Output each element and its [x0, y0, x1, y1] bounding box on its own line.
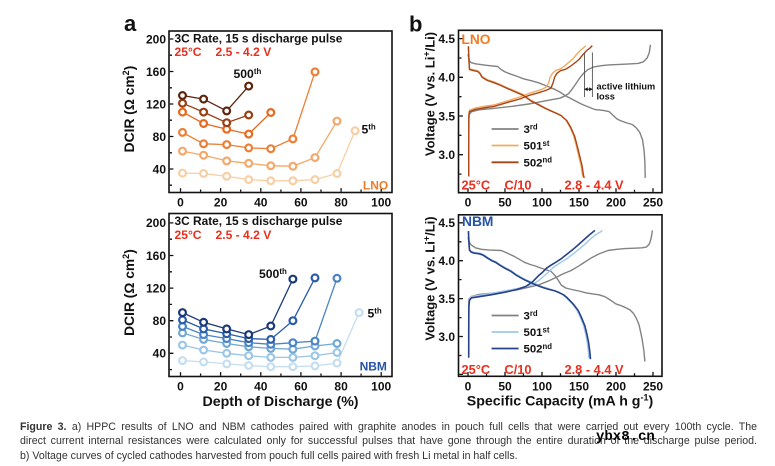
svg-text:100: 100	[532, 196, 552, 210]
svg-text:120: 120	[146, 97, 166, 111]
svg-text:5th: 5th	[362, 123, 376, 137]
svg-text:40: 40	[254, 380, 268, 394]
svg-text:25°C: 25°C	[175, 45, 202, 59]
svg-text:C/10: C/10	[505, 178, 532, 193]
svg-text:500th: 500th	[259, 267, 287, 281]
svg-text:3rd: 3rd	[524, 309, 538, 323]
svg-text:25°C: 25°C	[175, 228, 202, 242]
svg-text:200: 200	[606, 196, 626, 210]
svg-text:LNO: LNO	[363, 178, 388, 192]
svg-text:200: 200	[606, 380, 626, 394]
svg-text:160: 160	[146, 249, 166, 263]
svg-text:4.0: 4.0	[438, 71, 455, 85]
svg-text:501st: 501st	[524, 139, 550, 153]
svg-text:2.8 - 4.4 V: 2.8 - 4.4 V	[565, 362, 625, 377]
svg-text:80: 80	[334, 196, 348, 210]
svg-text:3.5: 3.5	[438, 109, 455, 123]
svg-text:150: 150	[569, 380, 589, 394]
svg-text:200: 200	[146, 32, 166, 46]
svg-text:120: 120	[146, 281, 166, 295]
svg-text:LNO: LNO	[461, 32, 490, 47]
svg-text:501st: 501st	[524, 325, 550, 339]
svg-text:3.0: 3.0	[438, 330, 455, 344]
svg-text:200: 200	[146, 216, 166, 230]
svg-text:25°C: 25°C	[462, 362, 491, 377]
svg-text:80: 80	[153, 130, 167, 144]
svg-text:DCIR (Ω cm2): DCIR (Ω cm2)	[121, 249, 137, 336]
svg-text:Voltage (V vs. Li+/Li): Voltage (V vs. Li+/Li)	[422, 216, 438, 340]
svg-text:C/10: C/10	[505, 362, 532, 377]
svg-text:3.0: 3.0	[438, 148, 455, 162]
svg-text:3rd: 3rd	[524, 122, 538, 136]
svg-text:40: 40	[254, 196, 268, 210]
svg-text:80: 80	[334, 380, 348, 394]
svg-text:50: 50	[498, 380, 512, 394]
svg-text:4.0: 4.0	[438, 254, 455, 268]
svg-text:80: 80	[153, 314, 167, 328]
svg-text:Specific Capacity (mA h g-1): Specific Capacity (mA h g-1)	[467, 393, 654, 410]
svg-text:0: 0	[465, 196, 472, 210]
svg-text:0: 0	[177, 196, 184, 210]
svg-text:5th: 5th	[368, 307, 382, 321]
svg-text:20: 20	[214, 380, 228, 394]
svg-text:500th: 500th	[234, 67, 262, 81]
svg-text:0: 0	[465, 380, 472, 394]
svg-text:150: 150	[569, 196, 589, 210]
svg-text:60: 60	[294, 380, 308, 394]
svg-text:NBM: NBM	[360, 359, 387, 373]
svg-text:4.5: 4.5	[438, 216, 455, 230]
svg-text:DCIR (Ω cm2): DCIR (Ω cm2)	[121, 66, 137, 153]
svg-text:100: 100	[371, 196, 391, 210]
svg-text:50: 50	[498, 196, 512, 210]
svg-text:40: 40	[153, 347, 167, 361]
svg-text:250: 250	[643, 380, 663, 394]
svg-text:Depth of Discharge (%): Depth of Discharge (%)	[202, 394, 358, 410]
svg-text:2.5 - 4.2 V: 2.5 - 4.2 V	[216, 228, 272, 242]
svg-text:100: 100	[532, 380, 552, 394]
svg-text:Voltage (V vs. Li+/Li): Voltage (V vs. Li+/Li)	[422, 32, 438, 156]
svg-text:b: b	[409, 12, 422, 37]
svg-text:2.8 - 4.4 V: 2.8 - 4.4 V	[565, 178, 625, 193]
svg-text:0: 0	[177, 380, 184, 394]
svg-text:20: 20	[214, 196, 228, 210]
svg-text:100: 100	[371, 380, 391, 394]
svg-text:3C Rate, 15 s discharge pulse: 3C Rate, 15 s discharge pulse	[175, 31, 343, 45]
svg-text:3C Rate, 15 s discharge pulse: 3C Rate, 15 s discharge pulse	[175, 214, 343, 228]
svg-text:25°C: 25°C	[462, 178, 491, 193]
svg-text:loss: loss	[597, 92, 615, 102]
svg-text:40: 40	[153, 162, 167, 176]
svg-text:502nd: 502nd	[524, 156, 553, 170]
svg-text:a: a	[124, 11, 137, 36]
svg-text:2.5 - 4.2 V: 2.5 - 4.2 V	[216, 45, 272, 59]
svg-text:60: 60	[294, 196, 308, 210]
svg-text:4.5: 4.5	[438, 32, 455, 46]
svg-text:250: 250	[643, 196, 663, 210]
svg-text:NBM: NBM	[462, 214, 493, 229]
svg-text:active lithium: active lithium	[597, 82, 656, 92]
svg-text:502nd: 502nd	[524, 342, 553, 356]
svg-text:160: 160	[146, 65, 166, 79]
svg-text:3.5: 3.5	[438, 292, 455, 306]
